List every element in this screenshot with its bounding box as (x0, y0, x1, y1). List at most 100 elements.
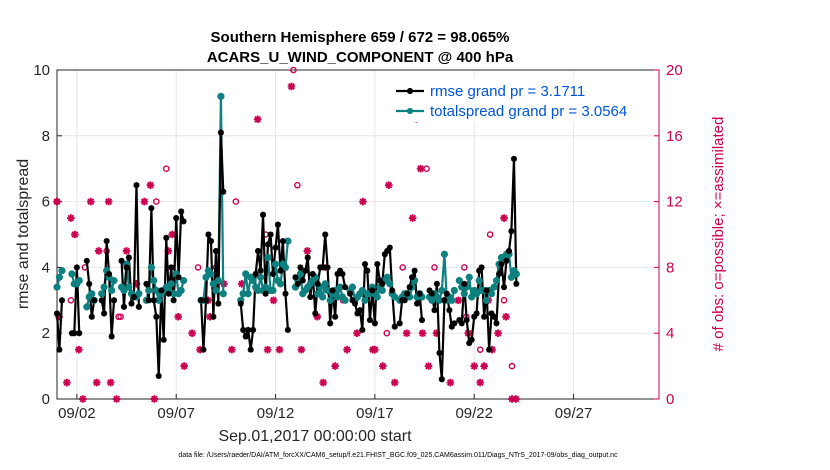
spread-point (326, 296, 334, 304)
obs-assimilated-marker (494, 329, 502, 337)
obs-assimilated-marker (313, 312, 322, 321)
rmse-point (150, 297, 157, 304)
chart-title: Southern Hemisphere 659 / 672 = 98.065% (211, 29, 510, 46)
rmse-point (329, 287, 336, 294)
spread-point (219, 290, 227, 298)
marker-stroke (379, 362, 387, 370)
rmse-point (369, 287, 376, 294)
legend-spread-dot (406, 107, 414, 115)
marker-stroke (486, 346, 493, 353)
marker-stroke (297, 345, 306, 354)
rmse-point (406, 284, 413, 291)
rmse-point (73, 264, 80, 271)
marker-stroke (272, 244, 279, 251)
marker-stroke (390, 378, 399, 387)
rmse-point (404, 290, 411, 297)
marker-stroke (163, 234, 170, 241)
rmse-point (297, 264, 304, 271)
marker-stroke (215, 300, 222, 307)
rmse-point (178, 208, 185, 215)
obs-assimilated-marker (132, 280, 141, 288)
marker-stroke (130, 294, 137, 301)
rmse-point (148, 205, 155, 212)
marker-stroke (86, 197, 95, 206)
obs-assimilated-marker (424, 362, 433, 370)
marker-stroke (173, 215, 180, 222)
obs-assimilated-marker (353, 329, 361, 337)
marker-stroke (302, 267, 309, 274)
obs-assimilated-marker (418, 329, 427, 337)
marker-stroke (384, 181, 393, 189)
obs-assimilated-marker (104, 197, 113, 206)
chart-subtitle: ACARS_U_WIND_COMPONENT @ 400 hPa (207, 49, 514, 66)
spread-point (296, 270, 304, 278)
rmse-point (433, 280, 440, 287)
rmse-point (436, 349, 443, 356)
marker-stroke (404, 290, 411, 297)
marker-stroke (463, 317, 470, 324)
marker-stroke (207, 238, 214, 245)
rmse-point (240, 326, 247, 333)
marker-stroke (503, 257, 510, 264)
marker-stroke (220, 188, 227, 195)
marker-stroke (512, 395, 520, 403)
rmse-point (339, 270, 346, 277)
marker-stroke (303, 247, 312, 255)
marker-stroke (83, 257, 90, 264)
spread-point (242, 270, 250, 278)
marker-stroke (337, 267, 344, 274)
marker-stroke (402, 329, 411, 337)
marker-stroke (76, 330, 83, 337)
obs-assimilated-marker (303, 247, 312, 255)
marker-stroke (441, 297, 448, 304)
rmse-point (143, 280, 150, 287)
rmse-point (396, 320, 403, 327)
marker-stroke (386, 244, 393, 251)
marker-stroke (339, 270, 346, 277)
spread-point (492, 276, 501, 285)
marker-stroke (407, 88, 413, 94)
y-tick-label: 10 (33, 62, 50, 79)
rmse-point (391, 323, 398, 330)
legend-rmse-star (407, 88, 413, 94)
obs-assimilated-marker (140, 197, 149, 206)
rmse-point (364, 267, 371, 274)
spread-point (125, 283, 133, 291)
marker-stroke (493, 320, 500, 327)
x-tick-label: 09/02 (58, 405, 96, 422)
marker-stroke (150, 395, 159, 403)
spread-point (212, 286, 220, 295)
spread-point (264, 253, 272, 262)
spread-point (378, 286, 386, 295)
marker-stroke (352, 300, 359, 307)
rmse-point (255, 247, 262, 254)
obs-possible-marker (383, 329, 391, 337)
obs-possible-marker (232, 198, 240, 205)
obs-assimilated-marker (384, 181, 393, 189)
x-tick-label: 09/17 (356, 405, 394, 422)
obs-assimilated-marker (390, 378, 399, 387)
obs-assimilated-marker (502, 312, 510, 321)
obs-assimilated-marker (53, 197, 61, 206)
rmse-point (282, 290, 289, 297)
marker-stroke (312, 310, 319, 317)
rmse-point (215, 300, 222, 307)
marker-stroke (384, 247, 391, 254)
obs-assimilated-marker (275, 345, 284, 354)
rmse-point (361, 261, 368, 268)
rmse-point (294, 280, 301, 287)
rmse-point (56, 346, 63, 353)
marker-stroke (56, 346, 63, 353)
marker-stroke (242, 333, 249, 340)
marker-stroke (260, 211, 267, 218)
obs-possible-marker (153, 198, 160, 205)
marker-stroke (212, 247, 219, 254)
rmse-point (135, 303, 142, 310)
marker-stroke (505, 247, 512, 254)
rmse-point (76, 330, 83, 337)
rmse-point (426, 287, 433, 294)
rmse-point (274, 221, 281, 228)
obs-assimilated-marker (379, 362, 387, 370)
marker-stroke (379, 280, 386, 287)
x-axis-label: Sep.01,2017 00:00:00 start (218, 428, 412, 445)
